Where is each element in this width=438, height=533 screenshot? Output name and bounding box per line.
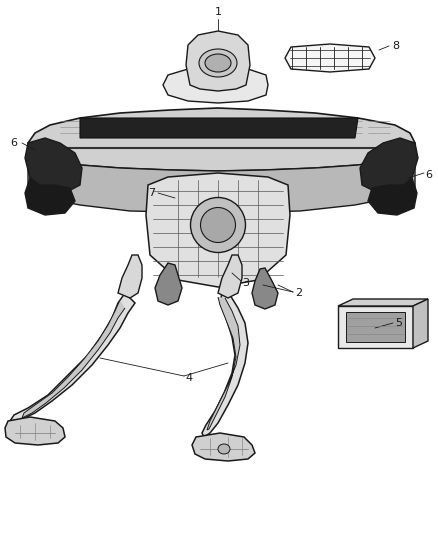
Polygon shape: [338, 306, 413, 348]
Polygon shape: [346, 312, 405, 342]
Text: 6: 6: [425, 170, 432, 180]
Polygon shape: [80, 118, 358, 138]
Polygon shape: [252, 268, 278, 309]
Ellipse shape: [205, 54, 231, 72]
Ellipse shape: [191, 198, 246, 253]
Text: 7: 7: [148, 188, 155, 198]
Text: 2: 2: [295, 288, 302, 298]
Polygon shape: [25, 138, 82, 193]
Text: 8: 8: [392, 41, 399, 51]
Text: 1: 1: [215, 7, 222, 17]
Polygon shape: [10, 293, 135, 425]
Polygon shape: [192, 433, 255, 461]
Polygon shape: [368, 178, 417, 215]
Polygon shape: [285, 44, 375, 72]
Polygon shape: [338, 299, 428, 306]
Polygon shape: [5, 417, 65, 445]
Text: 6: 6: [10, 138, 17, 148]
Polygon shape: [28, 108, 415, 171]
Polygon shape: [207, 297, 240, 430]
Polygon shape: [186, 31, 250, 91]
Polygon shape: [25, 178, 75, 215]
Polygon shape: [146, 173, 290, 287]
Polygon shape: [118, 255, 142, 298]
Text: 5: 5: [395, 318, 402, 328]
Polygon shape: [360, 138, 418, 193]
Text: 4: 4: [185, 373, 192, 383]
Polygon shape: [218, 255, 242, 298]
Polygon shape: [413, 299, 428, 348]
Polygon shape: [163, 67, 268, 103]
Ellipse shape: [199, 49, 237, 77]
Polygon shape: [28, 143, 415, 213]
Polygon shape: [155, 263, 182, 305]
Ellipse shape: [201, 207, 236, 243]
Text: 3: 3: [242, 278, 249, 288]
Ellipse shape: [218, 444, 230, 454]
Polygon shape: [202, 293, 248, 437]
Polygon shape: [22, 300, 125, 418]
